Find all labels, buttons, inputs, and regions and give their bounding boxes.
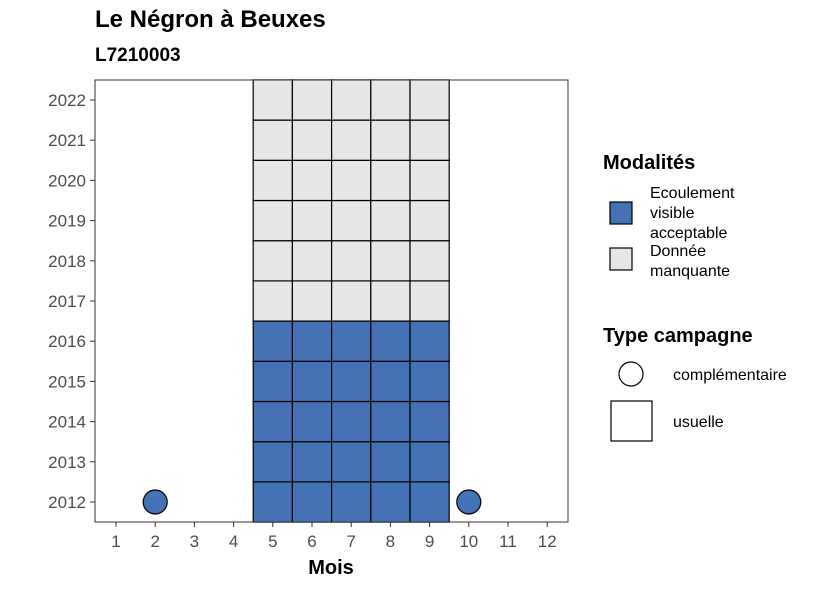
tile-7-2019 [331,199,372,242]
tile-7-2017 [331,280,372,322]
tile-6-2015 [291,360,333,403]
tile-5-2012 [252,481,293,523]
tile-9-2022 [409,79,450,121]
tile-8-2012 [370,481,411,523]
y-tick-label-2015: 2015 [48,372,86,391]
tile-8-2022 [370,79,411,121]
y-tick-label-2019: 2019 [48,212,86,231]
tile-6-2019 [291,199,333,242]
tile-5-2017 [252,280,293,322]
plot-area [95,79,568,523]
tile-9-2021 [409,119,450,161]
legend-campagne-key-0 [618,361,644,387]
tile-8-2020 [370,159,411,202]
x-tick-label-2: 2 [150,532,159,551]
tile-5-2014 [252,400,293,443]
tile-9-2017 [409,280,450,322]
tile-6-2017 [291,280,333,322]
legend-modalite-key-1 [609,247,633,271]
x-tick-label-4: 4 [229,532,238,551]
legend-modalite-label-0: Ecoulement visible acceptable [650,185,735,242]
x-tick-label-10: 10 [459,532,478,551]
point-10-2012 [456,489,482,515]
tile-9-2015 [409,360,450,403]
tile-7-2021 [331,119,372,161]
tile-8-2018 [370,240,411,282]
y-tick-label-2017: 2017 [48,292,86,311]
tile-9-2014 [409,400,450,443]
legend-modalite-key-0 [609,201,633,225]
tile-6-2016 [291,320,333,362]
x-tick-label-11: 11 [499,532,517,551]
tile-7-2013 [331,441,372,483]
x-tick-label-6: 6 [307,532,316,551]
y-tick-label-2012: 2012 [48,493,86,512]
y-tick-label-2020: 2020 [48,171,86,190]
legend-modalite-label-1: Donnée manquante [650,243,730,280]
legend: Modalités Ecoulement visible acceptableDonn… [603,152,787,442]
tile-6-2020 [291,159,333,202]
tile-5-2022 [252,79,293,121]
axes: 1 2 3 4 5 6 7 8 9 10 11 122012201320142015201620172… [48,79,569,551]
chart-title: Le Négron à Beuxes [95,6,326,33]
x-axis-title: Mois [308,557,354,579]
tile-6-2013 [291,441,333,483]
legend-campagne-key-1 [610,400,653,442]
y-tick-label-2022: 2022 [48,91,86,110]
y-tick-label-2021: 2021 [48,131,86,150]
tile-6-2021 [291,119,333,161]
tile-5-2020 [252,159,293,202]
tile-5-2013 [252,441,293,483]
tile-9-2019 [409,199,450,242]
legend-campagne-label-1: usuelle [673,414,724,431]
tile-9-2013 [409,441,450,483]
tile-7-2014 [331,400,372,443]
y-tick-label-2014: 2014 [48,413,86,432]
tile-7-2012 [331,481,372,523]
tile-5-2018 [252,240,293,282]
legend-campagne-label-0: complémentaire [673,367,787,384]
tile-7-2016 [331,320,372,362]
tile-8-2017 [370,280,411,322]
x-tick-label-3: 3 [190,532,199,551]
point-2-2012 [142,489,168,515]
x-tick-label-8: 8 [386,532,395,551]
x-tick-label-9: 9 [425,532,434,551]
tile-8-2021 [370,119,411,161]
tile-9-2012 [409,481,450,523]
tile-6-2014 [291,400,333,443]
tile-9-2016 [409,320,450,362]
chart-subtitle: L7210003 [95,45,181,66]
tile-7-2022 [331,79,372,121]
tile-6-2018 [291,240,333,282]
y-tick-label-2018: 2018 [48,252,86,271]
tile-6-2012 [291,481,333,523]
tile-8-2015 [370,360,411,403]
tile-7-2015 [331,360,372,403]
x-tick-label-5: 5 [268,532,277,551]
x-tick-label-1: 1 [111,532,120,551]
tile-7-2020 [331,159,372,202]
legend-modalites-title: Modalités [603,152,695,174]
x-tick-label-12: 12 [538,532,557,551]
tile-5-2016 [252,320,293,362]
tile-8-2014 [370,400,411,443]
x-tick-label-7: 7 [346,532,355,551]
tile-6-2022 [291,79,333,121]
tile-8-2016 [370,320,411,362]
tile-5-2019 [252,199,293,242]
tile-5-2015 [252,360,293,403]
tile-8-2013 [370,441,411,483]
tile-9-2020 [409,159,450,202]
y-tick-label-2016: 2016 [48,332,86,351]
tile-7-2018 [331,240,372,282]
y-tick-label-2013: 2013 [48,453,86,472]
tile-8-2019 [370,199,411,242]
tile-9-2018 [409,240,450,282]
tile-5-2021 [252,119,293,161]
legend-campagne-title: Type campagne [603,325,753,347]
